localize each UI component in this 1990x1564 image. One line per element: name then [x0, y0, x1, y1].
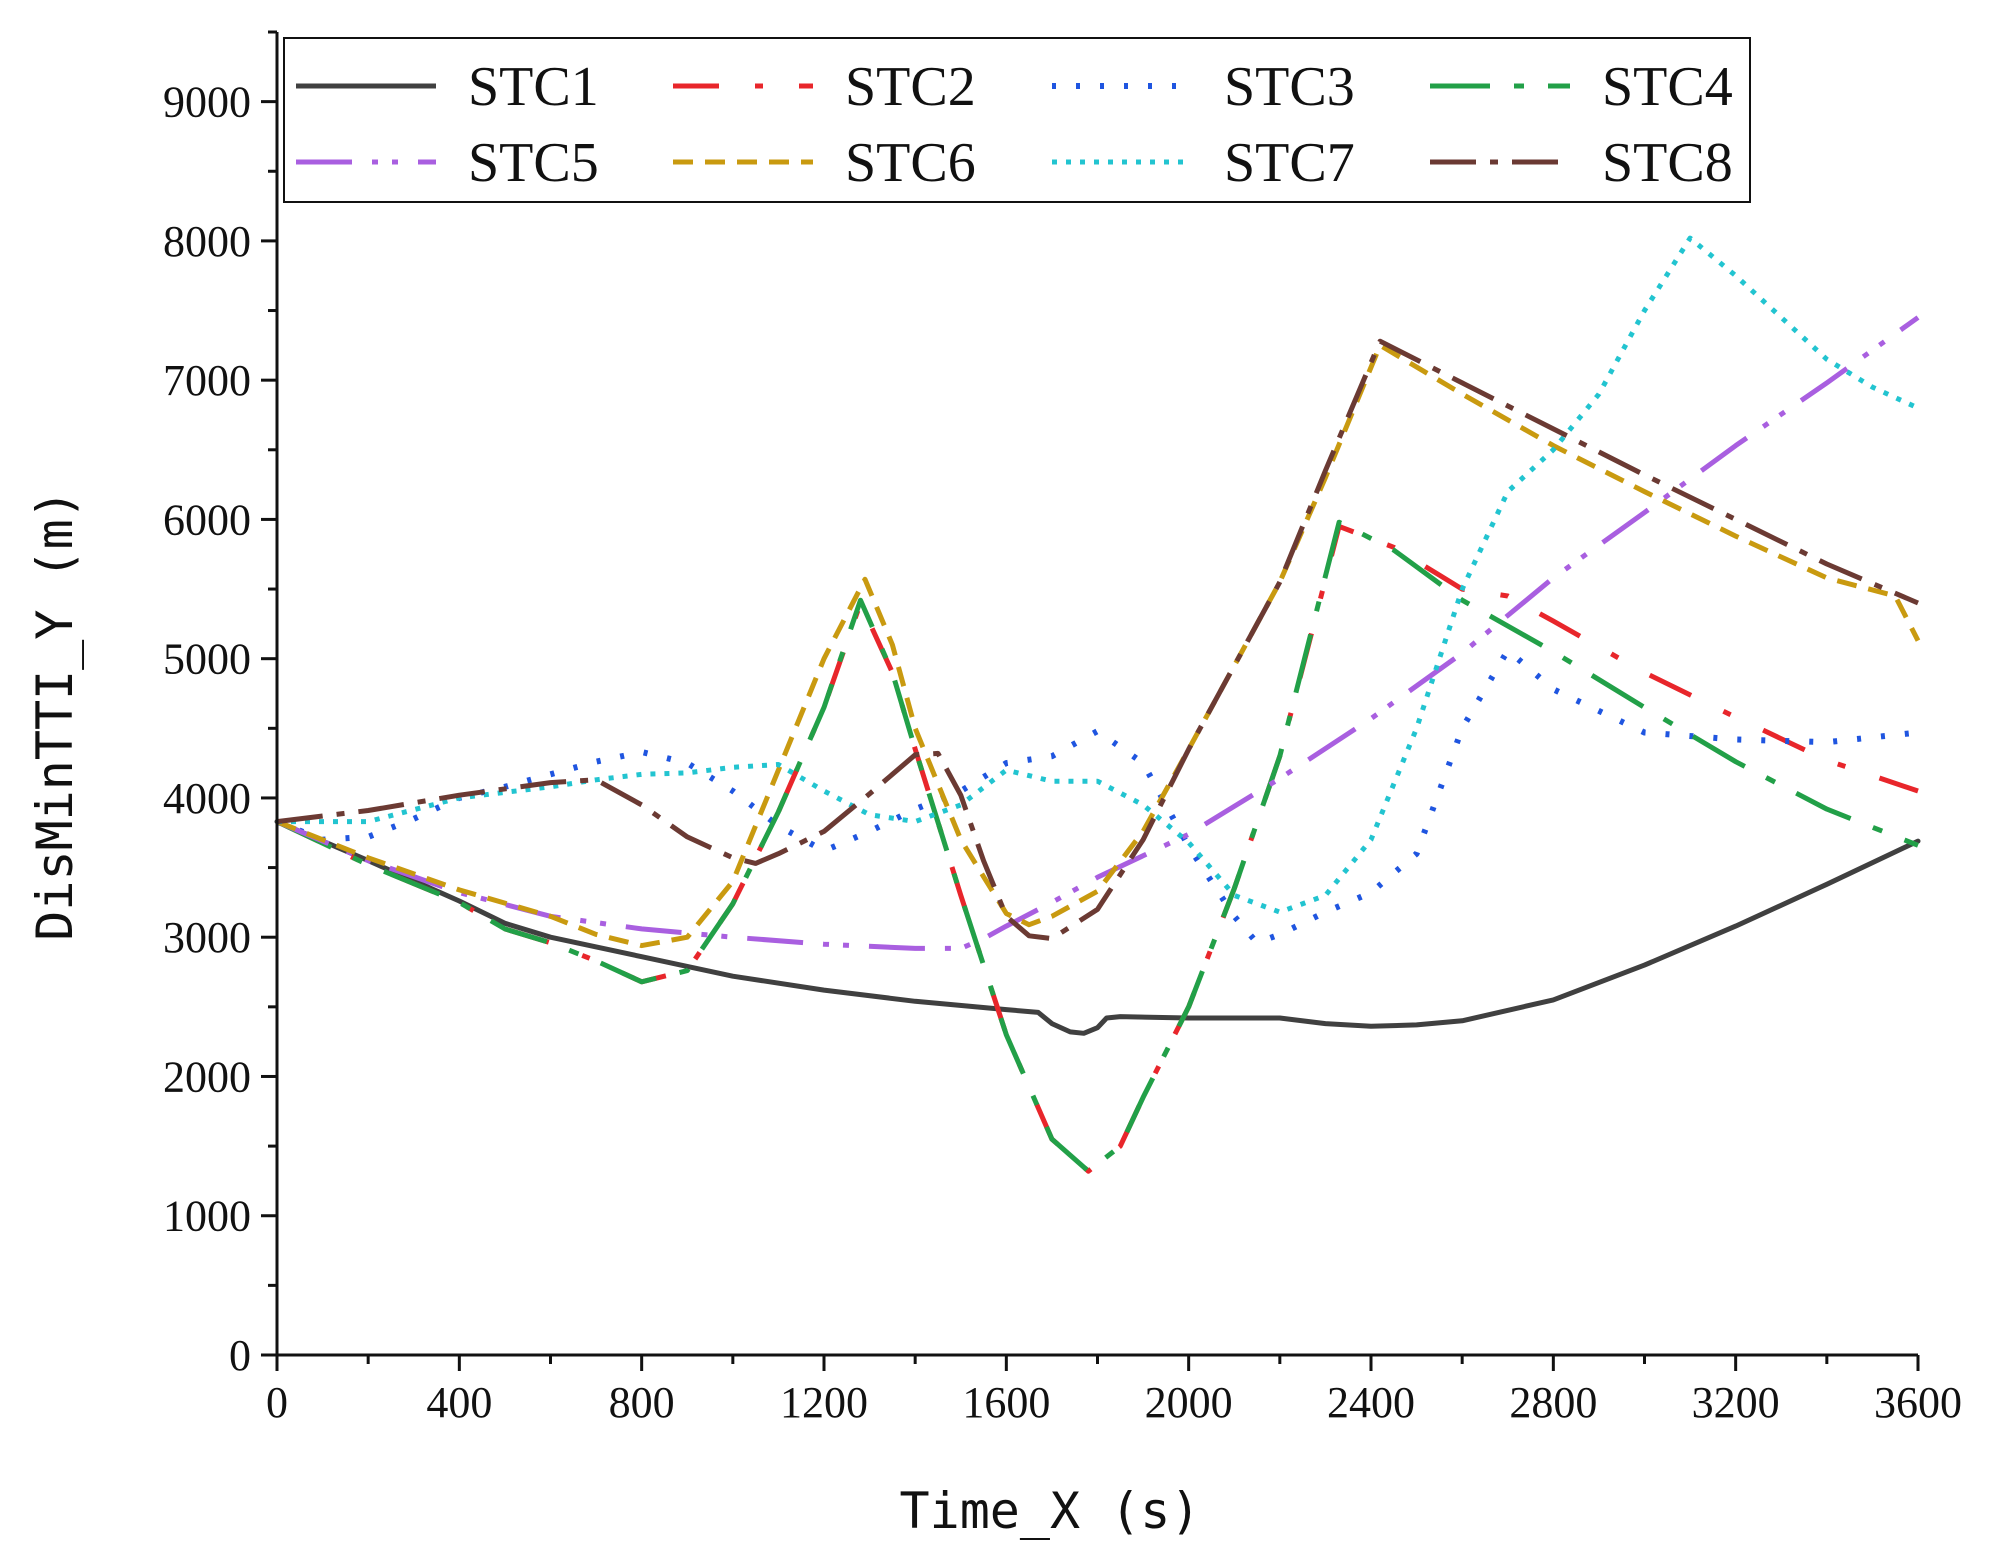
- series-line-stc6: [276, 342, 1921, 949]
- y-tick-label: 7000: [163, 356, 251, 405]
- legend-label-stc4: STC4: [1602, 56, 1733, 118]
- legend-label-stc3: STC3: [1224, 56, 1355, 118]
- y-tick-label: 6000: [163, 495, 251, 544]
- series-line-stc8: [276, 338, 1919, 942]
- tick-labels: 0 400 800 1200 1600 2000 2400 2800 3200 3600 0 1000…: [163, 78, 1962, 1427]
- x-tick-label: 0: [266, 1378, 288, 1427]
- series-line-stc7: [277, 235, 1920, 915]
- x-tick-label: 2800: [1509, 1378, 1597, 1427]
- y-tick-label: 8000: [163, 217, 251, 266]
- x-tick-label: 1200: [780, 1378, 868, 1427]
- x-tick-label: 3600: [1874, 1378, 1962, 1427]
- x-axis-title: Time_X (s): [899, 1482, 1200, 1540]
- axes: [261, 30, 1920, 1371]
- y-tick-label: 1000: [163, 1192, 251, 1241]
- x-tick-label: 2000: [1145, 1378, 1233, 1427]
- x-tick-label: 400: [426, 1378, 492, 1427]
- x-tick-label: 3200: [1692, 1378, 1780, 1427]
- y-tick-label: 4000: [163, 774, 251, 823]
- legend: STC1 STC2 STC3 STC4 STC5 STC6 STC7 STC8: [283, 37, 1751, 203]
- x-tick-label: 800: [609, 1378, 675, 1427]
- y-tick-label: 3000: [163, 913, 251, 962]
- legend-label-stc6: STC6: [845, 132, 976, 194]
- series-line-stc3: [275, 647, 1919, 946]
- series-line-stc5: [276, 315, 1920, 951]
- y-axis-title: DisMinTTI_Y (m): [26, 489, 84, 941]
- y-tick-label: 0: [229, 1331, 251, 1380]
- series-line-stc2: [275, 523, 1919, 1174]
- legend-label-stc1: STC1: [468, 56, 599, 118]
- series-line-stc1: [274, 819, 1921, 1036]
- legend-box: [283, 37, 1751, 203]
- legend-label-stc7: STC7: [1224, 132, 1355, 194]
- legend-label-stc2: STC2: [845, 56, 976, 118]
- series-layer: [274, 235, 1921, 1174]
- y-tick-label: 9000: [163, 78, 251, 127]
- legend-label-stc5: STC5: [468, 132, 599, 194]
- series-line-stc4: [275, 519, 1919, 1174]
- x-tick-label: 2400: [1327, 1378, 1415, 1427]
- y-tick-label: 2000: [163, 1052, 251, 1101]
- legend-label-stc8: STC8: [1602, 132, 1733, 194]
- y-tick-label: 5000: [163, 635, 251, 684]
- x-tick-label: 1600: [962, 1378, 1050, 1427]
